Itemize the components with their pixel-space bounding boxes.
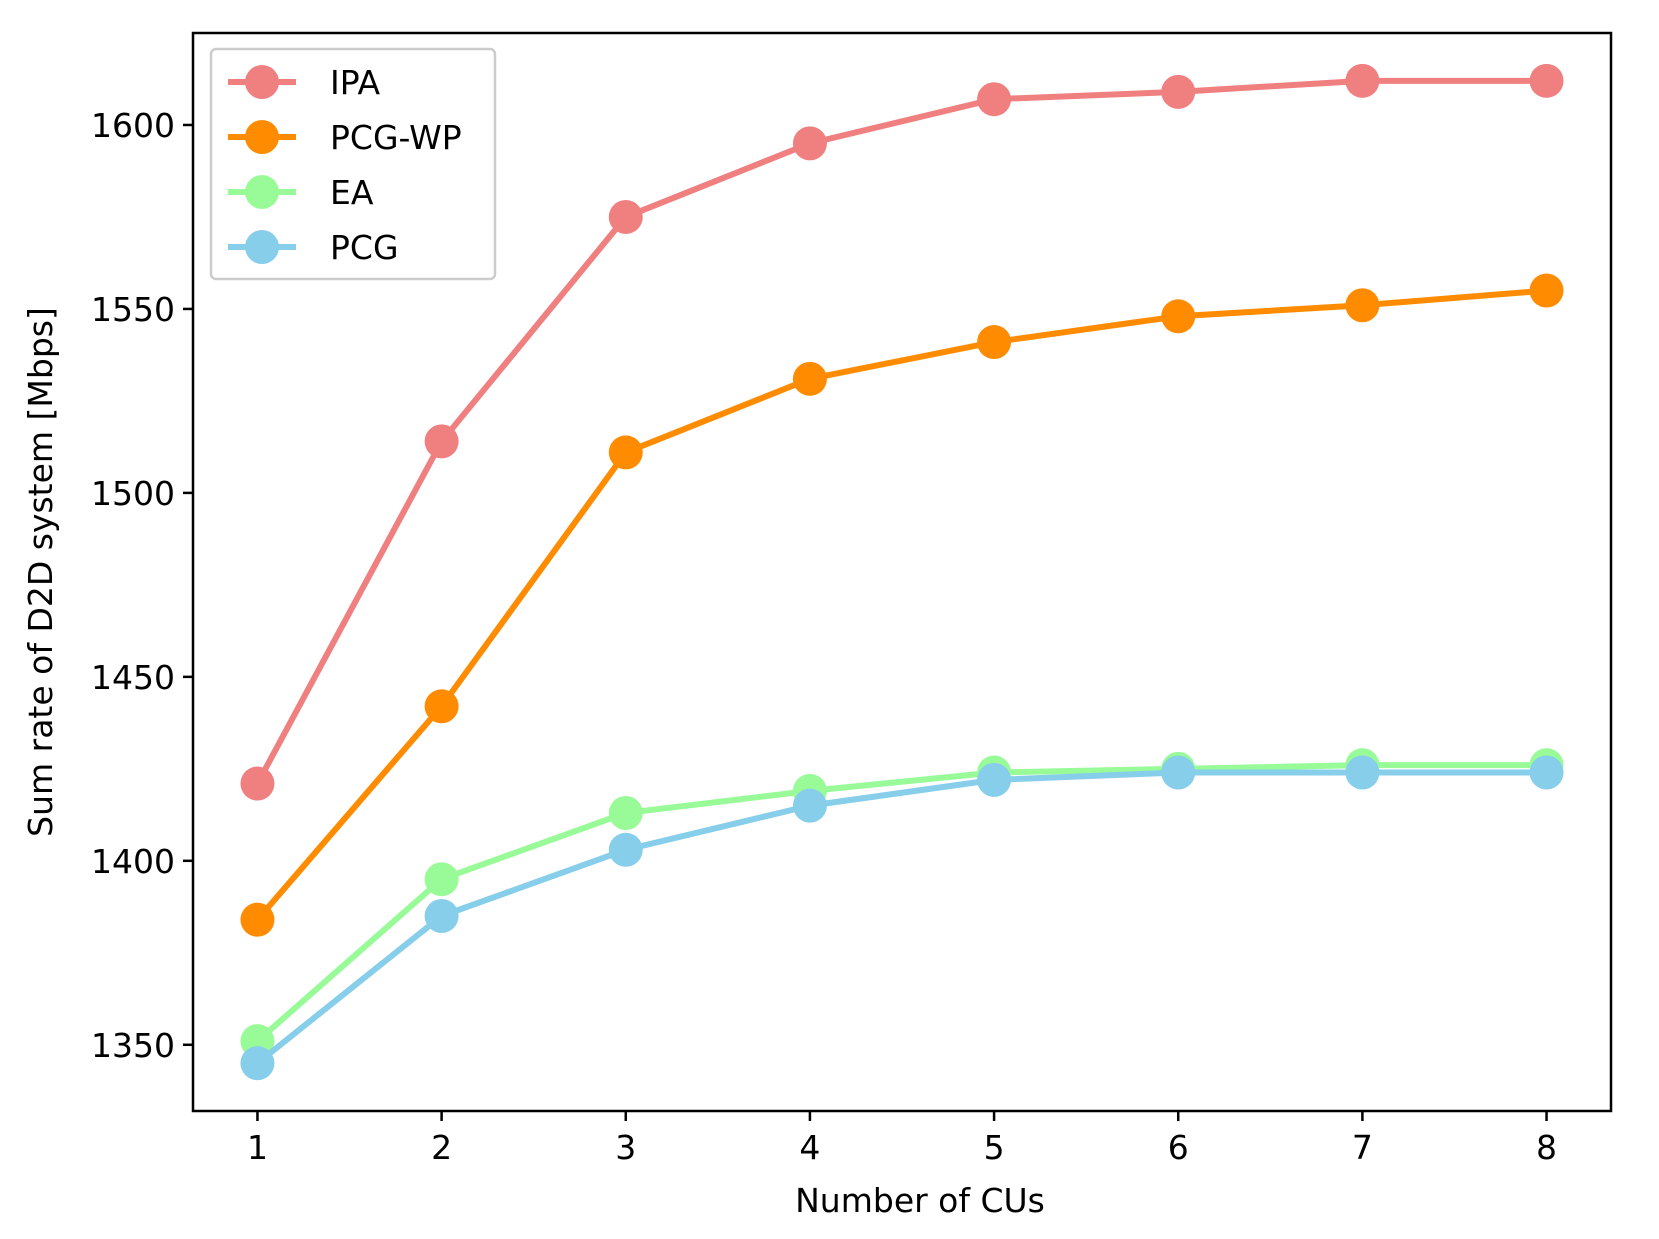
data-point xyxy=(424,862,459,897)
legend-item: IPA xyxy=(228,63,381,102)
data-point xyxy=(977,762,1012,797)
data-point xyxy=(792,788,827,823)
data-point xyxy=(608,199,643,234)
data-point xyxy=(1161,74,1196,109)
y-tick-label: 1350 xyxy=(91,1026,175,1065)
x-tick-label: 5 xyxy=(984,1128,1005,1167)
legend-label: EA xyxy=(330,173,374,212)
x-tick-label: 6 xyxy=(1168,1128,1189,1167)
data-point xyxy=(1529,63,1564,98)
x-tick-label: 1 xyxy=(247,1128,268,1167)
legend-label: IPA xyxy=(330,63,381,102)
legend-label: PCG xyxy=(330,228,399,267)
plot-frame xyxy=(191,31,1613,1113)
data-point xyxy=(240,766,275,801)
y-tick-label: 1550 xyxy=(91,290,175,329)
legend-marker xyxy=(245,65,279,99)
x-tick-label: 2 xyxy=(431,1128,452,1167)
data-point xyxy=(1529,273,1564,308)
legend-item: PCG xyxy=(228,228,399,267)
data-point xyxy=(792,126,827,161)
legend-item: EA xyxy=(228,173,374,212)
data-point xyxy=(608,795,643,830)
x-axis-label: Number of CUs xyxy=(795,1181,1045,1220)
y-tick-label: 1500 xyxy=(91,474,175,513)
data-point xyxy=(608,832,643,867)
data-point xyxy=(1161,755,1196,790)
x-tick-label: 4 xyxy=(799,1128,820,1167)
legend: IPA PCG-WP EA PCG xyxy=(209,47,497,281)
legend-marker xyxy=(245,120,279,154)
data-point xyxy=(1161,299,1196,334)
series-line xyxy=(254,77,1550,787)
data-point xyxy=(240,1046,275,1081)
data-point xyxy=(240,902,275,937)
y-tick-label: 1400 xyxy=(91,842,175,881)
x-tick-label: 3 xyxy=(615,1128,636,1167)
x-tick-label: 8 xyxy=(1536,1128,1557,1167)
series-line xyxy=(254,762,1550,1045)
data-point xyxy=(424,899,459,934)
data-point xyxy=(424,424,459,459)
series-pcg-wp xyxy=(240,273,1564,937)
legend-marker xyxy=(245,230,279,264)
data-point xyxy=(608,435,643,470)
data-point xyxy=(977,325,1012,360)
legend-marker xyxy=(245,175,279,209)
series-layer xyxy=(240,63,1564,1081)
legend-box xyxy=(209,47,497,281)
series-line xyxy=(254,287,1550,923)
series-line xyxy=(254,769,1550,1067)
x-tick-label: 7 xyxy=(1352,1128,1373,1167)
data-point xyxy=(1345,755,1380,790)
y-axis-label: Sum rate of D2D system [Mbps] xyxy=(21,307,60,837)
series-pcg xyxy=(240,755,1564,1081)
y-tick-label: 1600 xyxy=(91,106,175,145)
data-point xyxy=(977,82,1012,117)
data-point xyxy=(424,689,459,724)
legend-item: PCG-WP xyxy=(228,118,462,157)
ticks-layer: 1 2 3 4 5 6 7 8 1350 1400 1450 1500 1550 1600 xyxy=(91,106,1557,1167)
series-ipa xyxy=(240,63,1564,801)
y-tick-label: 1450 xyxy=(91,658,175,697)
data-point xyxy=(1345,288,1380,323)
data-point xyxy=(792,361,827,396)
data-point xyxy=(1529,755,1564,790)
legend-label: PCG-WP xyxy=(330,118,462,157)
data-point xyxy=(1345,63,1380,98)
